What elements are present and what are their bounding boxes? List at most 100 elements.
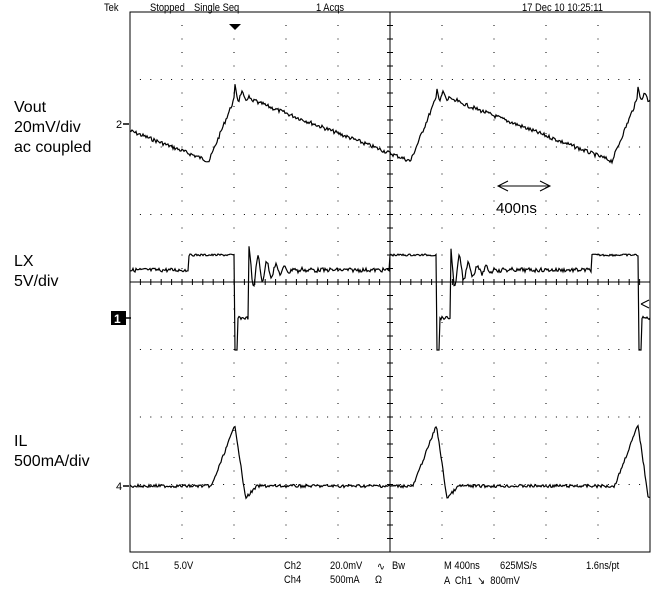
grid-dot: [285, 25, 287, 26]
grid-dot: [441, 160, 443, 161]
grid-dot: [420, 214, 422, 215]
grid-dot: [191, 484, 193, 485]
grid-dot: [597, 511, 599, 512]
grid-dot: [254, 416, 256, 418]
grid-dot: [503, 79, 505, 80]
grid-dot: [441, 38, 443, 40]
grid-dot: [576, 349, 578, 350]
grid-dot: [233, 160, 235, 161]
grid-dot: [597, 79, 599, 80]
il-name: IL: [14, 433, 28, 450]
marker-ch2-label: 2: [116, 119, 122, 131]
grid-dot: [441, 430, 443, 431]
grid-dot: [306, 349, 308, 350]
grid-dot: [181, 173, 183, 175]
grid-dot: [181, 457, 183, 458]
grid-dot: [295, 146, 297, 148]
trace-ch2-vout: [129, 84, 651, 165]
grid-dot: [285, 349, 287, 350]
grid-dot: [223, 79, 225, 80]
grid-dot: [597, 11, 599, 13]
grid-dot: [545, 11, 547, 13]
grid-dot: [243, 79, 245, 80]
grid-dot: [337, 322, 339, 323]
grid-dot: [347, 146, 349, 148]
grid-dot: [368, 349, 370, 350]
grid-dot: [285, 511, 287, 512]
grid-dot: [597, 160, 599, 161]
grid-dot: [493, 295, 495, 296]
grid-dot: [139, 79, 141, 80]
grid-dot: [171, 214, 173, 215]
grid-dot: [545, 538, 547, 539]
grid-dot: [545, 79, 547, 80]
grid-dot: [368, 146, 370, 148]
grid-dot: [275, 349, 277, 350]
vout-name: Vout: [14, 99, 47, 116]
grid-dot: [202, 416, 204, 418]
grid-dot: [129, 146, 131, 148]
traces: [129, 84, 651, 500]
grid-dot: [233, 11, 235, 13]
grid-dot: [451, 484, 453, 485]
grid-dot: [597, 38, 599, 40]
grid-dot: [233, 389, 235, 391]
grid-dot: [493, 38, 495, 40]
grid-dot: [181, 214, 183, 215]
grid-dot: [493, 335, 495, 337]
grid-dot: [503, 416, 505, 418]
grid-dot: [493, 187, 495, 188]
grid-dot: [545, 227, 547, 229]
grid-dot: [545, 457, 547, 458]
grid-dot: [441, 511, 443, 512]
grid-dot: [462, 349, 464, 350]
il-scale: 500mA/div: [14, 453, 90, 470]
grid-dot: [545, 349, 547, 350]
grid-dot: [275, 214, 277, 215]
grid-dot: [493, 308, 495, 310]
grid-dot: [316, 214, 318, 215]
grid-dot: [410, 416, 412, 418]
grid-dot: [555, 79, 557, 80]
grid-dot: [597, 133, 599, 134]
grid-dot: [337, 484, 339, 485]
grid-dot: [285, 133, 287, 134]
grid-dot: [431, 349, 433, 350]
grid-dot: [327, 416, 329, 418]
grid-dot: [285, 254, 287, 256]
grid-dot: [285, 173, 287, 175]
grid-dot: [285, 227, 287, 229]
grid-dot: [410, 79, 412, 80]
grid-dot: [233, 65, 235, 67]
grid-dot: [503, 484, 505, 485]
grid-dot: [399, 79, 401, 80]
grid-dot: [639, 214, 641, 215]
grid-dot: [451, 79, 453, 80]
grid-dot: [160, 416, 162, 418]
grid-dot: [337, 200, 339, 202]
grid-dot: [347, 416, 349, 418]
ch4-scale: 500mA: [330, 574, 360, 586]
grid-dot: [171, 349, 173, 350]
grid-dot: [524, 484, 526, 485]
grid-dot: [639, 79, 641, 80]
grid-dot: [223, 349, 225, 350]
grid-dot: [233, 106, 235, 107]
grid-dot: [181, 160, 183, 161]
grid-dot: [399, 484, 401, 485]
grid-dot: [254, 349, 256, 350]
vout-scale: 20mV/div: [14, 119, 81, 136]
grid-dot: [441, 349, 443, 350]
grid-dot: [316, 416, 318, 418]
grid-dot: [441, 443, 443, 445]
grid-dot: [597, 538, 599, 539]
grid-dot: [233, 241, 235, 242]
grid-dot: [545, 119, 547, 121]
grid-dot: [181, 335, 183, 337]
grid-dot: [150, 214, 152, 215]
grid-dot: [275, 484, 277, 485]
grid-dot: [139, 484, 141, 485]
grid-dot: [181, 65, 183, 67]
grid-dot: [493, 160, 495, 161]
grid-dot: [628, 214, 630, 215]
